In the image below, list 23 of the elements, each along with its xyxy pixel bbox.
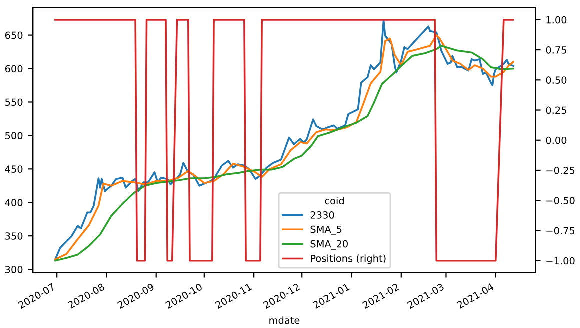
y2-tick-label: −0.50 [546, 197, 575, 204]
y-tick-label: 600 [5, 65, 23, 73]
y-tick-label: 400 [5, 199, 23, 206]
y2-tick-label: 0.25 [546, 106, 566, 114]
y2-tick-label: 0.50 [546, 76, 567, 84]
y-tick-label: 500 [6, 132, 23, 140]
y-tick-label: 300 [6, 266, 23, 274]
y2-tick-label: −1.00 [546, 257, 575, 265]
legend-title: coid [325, 197, 344, 205]
legend-label: SMA_20 [310, 240, 348, 250]
legend-label: SMA_5 [310, 226, 342, 236]
legend-label: Positions (right) [311, 254, 386, 264]
legend-label: 2330 [310, 212, 334, 219]
x-axis-title: mdate [270, 316, 300, 324]
y2-tick-label: −0.25 [546, 166, 575, 174]
y2-tick-label: 0.00 [546, 136, 567, 144]
y-tick-label: 650 [5, 32, 23, 40]
y2-tick-label: 1.00 [546, 16, 567, 24]
y2-tick-label: −0.75 [546, 227, 575, 235]
y2-tick-label: 0.75 [546, 46, 566, 54]
y-tick-label: 550 [6, 98, 23, 106]
y-tick-label: 450 [5, 166, 23, 173]
y-tick-label: 350 [6, 232, 23, 240]
